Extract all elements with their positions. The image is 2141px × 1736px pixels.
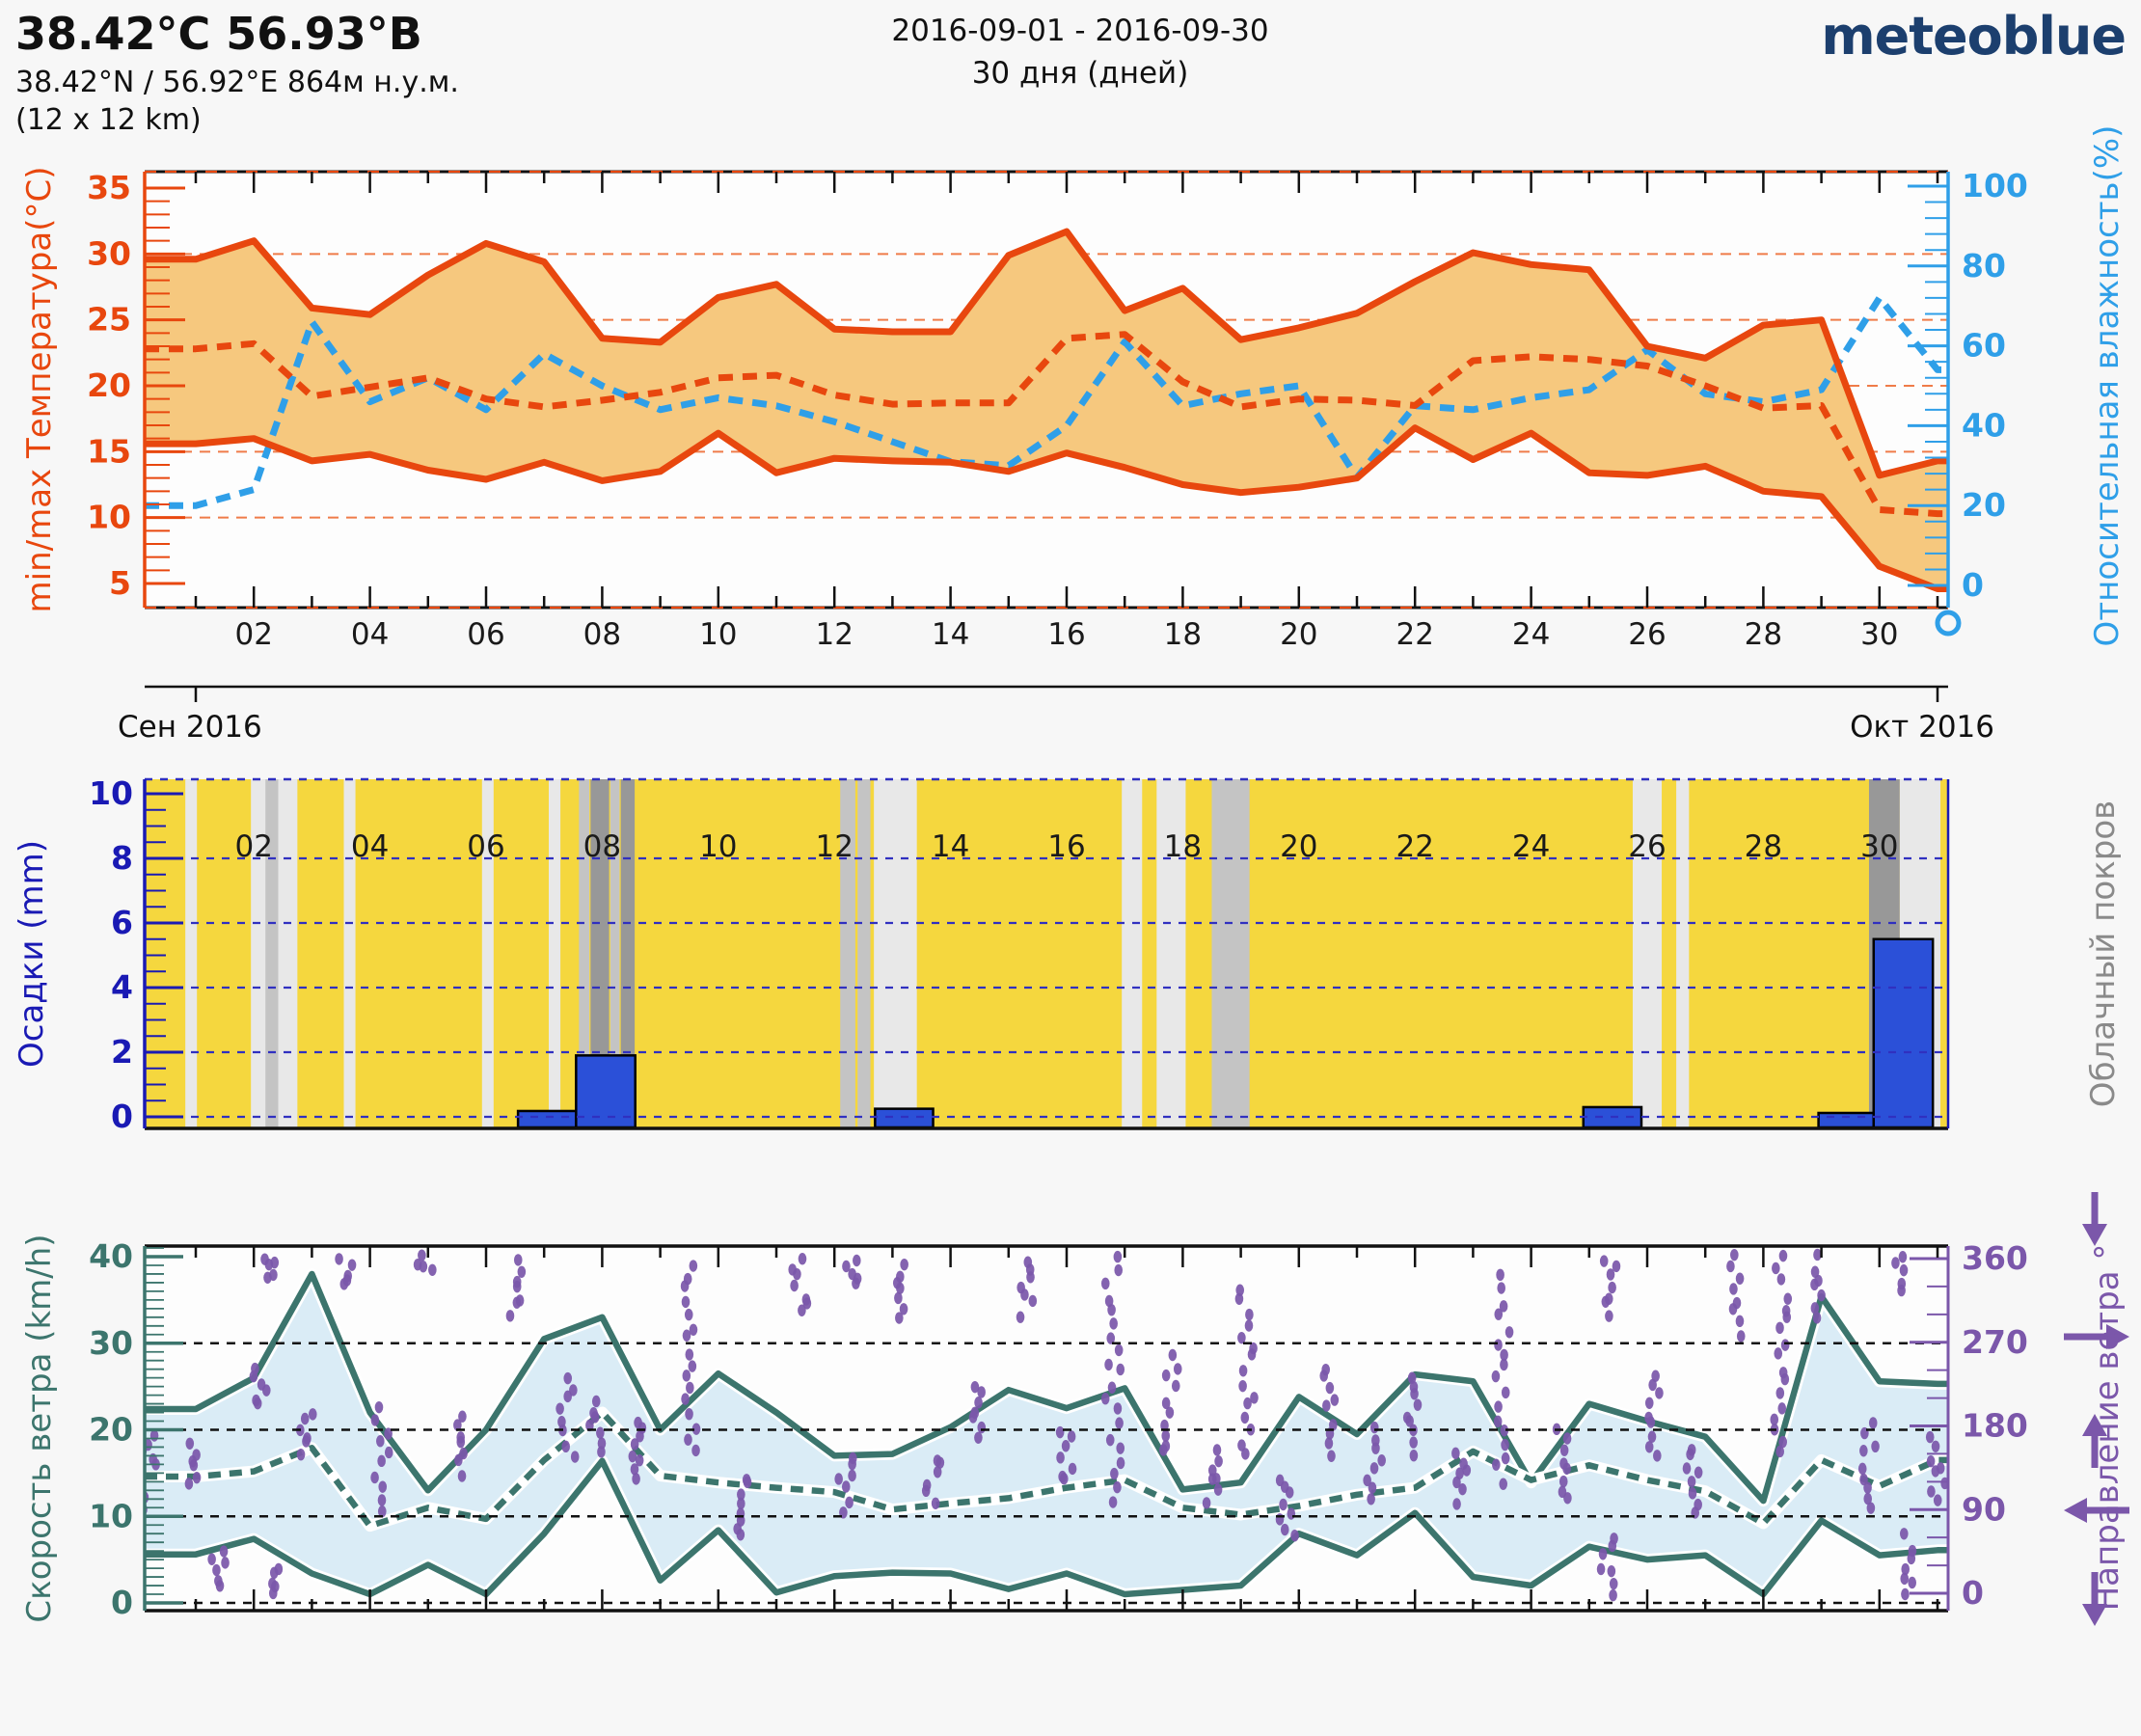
svg-text:08: 08	[583, 617, 621, 652]
windspeed-axis-title: Скорость ветра (km/h)	[20, 1234, 59, 1622]
svg-text:8: 8	[111, 839, 133, 877]
svg-text:40: 40	[1962, 406, 2006, 444]
header-left: 38.42°C 56.93°B 38.42°N / 56.92°E 864м н…	[15, 8, 459, 137]
meteoblue-logo: meteoblue	[1821, 6, 2127, 67]
svg-text:20: 20	[1962, 486, 2006, 524]
svg-text:20: 20	[1280, 829, 1317, 864]
svg-text:40: 40	[89, 1237, 133, 1275]
svg-text:24: 24	[1512, 829, 1550, 864]
wind-panel: 0 10 20 30 40 0 90 180 270 360	[89, 1192, 2129, 1626]
wind-direction-arrows	[2064, 1192, 2129, 1626]
svg-text:10: 10	[699, 829, 737, 864]
svg-text:18: 18	[1164, 829, 1202, 864]
duration: 30 дня (дней)	[971, 56, 1189, 91]
svg-text:04: 04	[351, 617, 389, 652]
svg-text:0: 0	[1962, 566, 1984, 604]
svg-text:28: 28	[1745, 617, 1782, 652]
header: 38.42°C 56.93°B 38.42°N / 56.92°E 864м н…	[0, 0, 2141, 145]
svg-text:0: 0	[111, 1098, 133, 1135]
svg-text:04: 04	[351, 829, 389, 864]
svg-text:30: 30	[1860, 829, 1898, 864]
svg-text:18: 18	[1164, 617, 1202, 652]
temperature-panel: 5 10 15 20 25 30 35 0 20 40 60 80 100	[87, 167, 2028, 610]
svg-text:20: 20	[87, 366, 131, 404]
svg-text:6: 6	[111, 904, 133, 941]
svg-text:30: 30	[1860, 617, 1898, 652]
month-label-left: Сен 2016	[118, 710, 262, 745]
svg-text:25: 25	[87, 301, 131, 339]
date-range: 2016-09-01 - 2016-09-30	[891, 14, 1269, 48]
axis-labels-layer: 02 04 06 08 10 12 14 16 18 20 22 24 26 28 30 02 04 06 08 10…	[145, 610, 1962, 864]
svg-text:90: 90	[1962, 1490, 2006, 1528]
svg-text:10: 10	[87, 499, 131, 536]
svg-text:180: 180	[1962, 1407, 2028, 1445]
svg-text:28: 28	[1745, 829, 1782, 864]
svg-text:60: 60	[1962, 327, 2006, 365]
svg-text:06: 06	[467, 829, 504, 864]
header-center: 2016-09-01 - 2016-09-30 30 дня (дней)	[733, 14, 1427, 91]
svg-text:02: 02	[234, 829, 272, 864]
svg-text:02: 02	[234, 617, 272, 652]
month-label-right: Окт 2016	[1850, 710, 1994, 745]
svg-text:4: 4	[111, 968, 133, 1006]
svg-text:5: 5	[109, 564, 131, 602]
svg-text:16: 16	[1047, 617, 1085, 652]
svg-text:22: 22	[1396, 829, 1433, 864]
svg-text:20: 20	[89, 1411, 133, 1449]
svg-text:15: 15	[87, 432, 131, 470]
svg-text:08: 08	[583, 829, 621, 864]
svg-text:12: 12	[815, 829, 853, 864]
svg-text:22: 22	[1396, 617, 1433, 652]
temp-axis-title: min/max Температура(°C)	[20, 167, 59, 613]
svg-text:06: 06	[467, 617, 504, 652]
svg-text:10: 10	[699, 617, 737, 652]
location-title: 38.42°C 56.93°B	[15, 8, 422, 60]
humidity-axis-title: Относительная влажность(%)	[2088, 125, 2127, 647]
svg-text:16: 16	[1047, 829, 1085, 864]
svg-text:0: 0	[111, 1584, 133, 1621]
svg-text:12: 12	[815, 617, 853, 652]
grid-resolution: (12 x 12 km)	[15, 103, 202, 137]
svg-text:80: 80	[1962, 247, 2006, 285]
svg-text:2: 2	[111, 1033, 133, 1071]
svg-text:14: 14	[932, 829, 969, 864]
humidity-axis-marker	[1935, 610, 1962, 637]
svg-text:24: 24	[1512, 617, 1550, 652]
svg-text:30: 30	[89, 1324, 133, 1362]
svg-text:26: 26	[1628, 617, 1666, 652]
svg-text:270: 270	[1962, 1323, 2028, 1361]
svg-text:30: 30	[87, 234, 131, 272]
svg-text:20: 20	[1280, 617, 1317, 652]
location-coordinates: 38.42°N / 56.92°E 864м н.у.м.	[15, 66, 459, 99]
svg-text:100: 100	[1962, 167, 2028, 204]
cloud-axis-title: Облачный покров	[2084, 800, 2123, 1107]
svg-text:14: 14	[932, 617, 969, 652]
svg-text:26: 26	[1628, 829, 1666, 864]
winddir-axis-title: Направление ветра °	[2088, 1244, 2127, 1612]
svg-text:360: 360	[1962, 1239, 2028, 1277]
svg-text:0: 0	[1962, 1574, 1984, 1612]
svg-text:10: 10	[89, 1497, 133, 1534]
precip-axis-title: Осадки (mm)	[13, 840, 51, 1068]
svg-text:10: 10	[89, 774, 133, 812]
svg-text:35: 35	[87, 169, 131, 206]
